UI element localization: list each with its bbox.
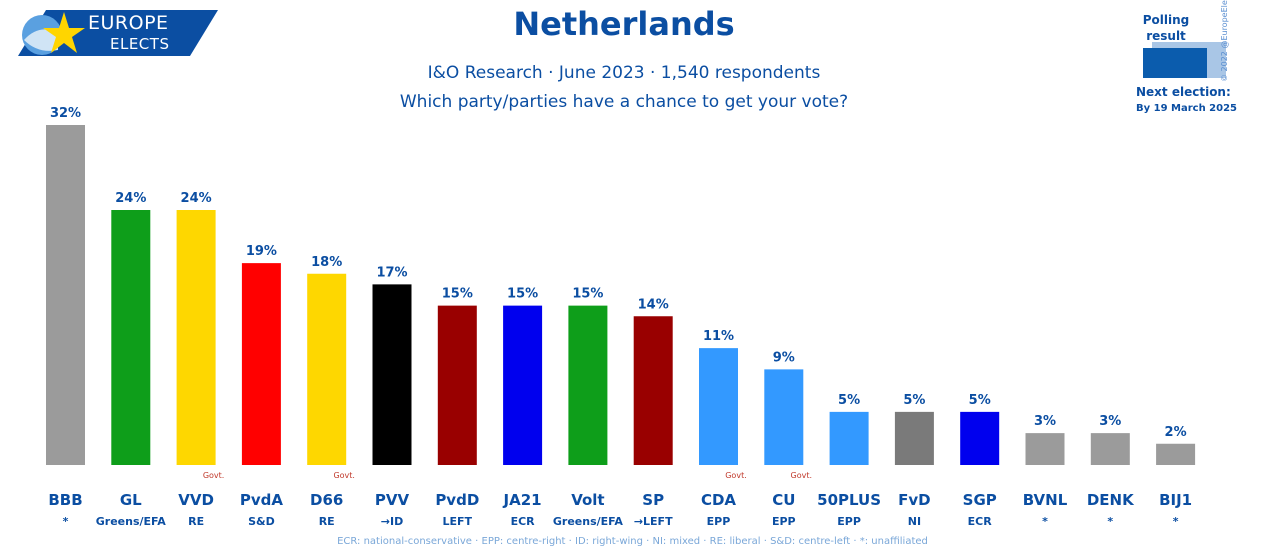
group-label-bbb: * (63, 515, 69, 528)
party-label-fvd: FvD (898, 491, 930, 509)
value-label-pvdd: 15% (442, 287, 473, 302)
bar-pvda (241, 263, 281, 465)
govt-marker-cda: Govt. (725, 471, 747, 480)
value-label-fvd: 5% (903, 393, 925, 408)
logo-text-europe: EUROPE (88, 12, 169, 34)
party-label-bvnl: BVNL (1023, 491, 1068, 509)
group-label-sp: →LEFT (634, 515, 673, 528)
group-label-denk: * (1107, 515, 1113, 528)
group-label-bvnl: * (1042, 515, 1048, 528)
party-label-vvd: VVD (178, 491, 214, 509)
value-label-bvnl: 3% (1034, 414, 1056, 429)
party-label-pvv: PVV (375, 491, 410, 509)
value-label-vvd: 24% (181, 191, 212, 206)
value-label-pvv: 17% (376, 265, 407, 280)
polling-result-icon (1143, 48, 1207, 78)
group-label-ja21: ECR (511, 515, 536, 528)
bar-ja21 (503, 305, 543, 465)
govt-marker-d66: Govt. (333, 471, 355, 480)
bar-volt (568, 305, 608, 465)
bar-bbb (46, 125, 85, 465)
party-label-sgp: SGP (963, 491, 997, 509)
bar-cu (764, 369, 804, 465)
party-label-bij1: BIJ1 (1159, 491, 1192, 509)
party-label-ja21: JA21 (503, 491, 542, 509)
next-election-label: Next election: (1136, 85, 1231, 99)
value-label-50plus: 5% (838, 393, 860, 408)
bar-cda (699, 348, 738, 465)
group-label-bij1: * (1173, 515, 1179, 528)
value-label-volt: 15% (572, 287, 603, 302)
group-label-cu: EPP (772, 515, 796, 528)
party-label-bbb: BBB (48, 491, 82, 509)
party-label-cda: CDA (701, 491, 736, 509)
bar-gl (111, 210, 151, 465)
poll-question: Which party/parties have a chance to get… (399, 92, 849, 112)
value-label-d66: 18% (311, 255, 342, 270)
govt-marker-vvd: Govt. (203, 471, 225, 480)
bar-pvv (372, 284, 412, 465)
bar-bvnl (1025, 433, 1065, 465)
bar-sp (633, 316, 673, 465)
group-label-sgp: ECR (968, 515, 993, 528)
bar-d66 (307, 273, 347, 465)
party-label-volt: Volt (571, 491, 604, 509)
value-label-gl: 24% (115, 191, 146, 206)
bar-50plus (829, 411, 869, 465)
value-label-sgp: 5% (969, 393, 991, 408)
party-label-cu: CU (772, 491, 795, 509)
bar-sgp (960, 411, 1000, 465)
value-label-sp: 14% (638, 297, 669, 312)
group-legend: ECR: national-conservative · EPP: centre… (337, 536, 928, 547)
party-label-gl: GL (120, 491, 142, 509)
party-label-pvda: PvdA (240, 491, 284, 509)
bar-bij1 (1156, 443, 1196, 465)
value-label-ja21: 15% (507, 287, 538, 302)
party-label-sp: SP (642, 491, 664, 509)
value-label-pvda: 19% (246, 244, 277, 259)
group-label-pvdd: LEFT (443, 515, 473, 528)
party-label-d66: D66 (310, 491, 343, 509)
group-label-d66: RE (319, 515, 335, 528)
bar-vvd (176, 210, 216, 465)
party-label-50plus: 50PLUS (817, 491, 881, 509)
group-label-50plus: EPP (837, 515, 861, 528)
value-label-cda: 11% (703, 329, 734, 344)
value-label-cu: 9% (773, 350, 795, 365)
logo-text-elects: ELECTS (110, 35, 170, 53)
bar-fvd (894, 411, 934, 465)
value-label-denk: 3% (1099, 414, 1121, 429)
group-label-gl: Greens/EFA (96, 515, 167, 528)
group-label-volt: Greens/EFA (553, 515, 624, 528)
group-label-vvd: RE (188, 515, 204, 528)
next-election-date: By 19 March 2025 (1136, 103, 1238, 114)
bar-pvdd (437, 305, 477, 465)
bar-denk (1090, 433, 1130, 465)
page-title: Netherlands (513, 5, 735, 43)
group-label-fvd: NI (908, 515, 921, 528)
polling-result-label: Polling result (1142, 13, 1190, 43)
group-label-pvda: S&D (248, 515, 275, 528)
party-label-pvdd: PvdD (435, 491, 479, 509)
value-label-bij1: 2% (1165, 425, 1187, 440)
party-label-denk: DENK (1087, 491, 1135, 509)
value-label-bbb: 32% (50, 106, 81, 121)
group-label-cda: EPP (707, 515, 731, 528)
group-label-pvv: →ID (381, 515, 403, 528)
europe-elects-logo (18, 10, 218, 56)
govt-marker-cu: Govt. (791, 471, 813, 480)
poll-subtitle: I&O Research · June 2023 · 1,540 respond… (427, 63, 821, 83)
